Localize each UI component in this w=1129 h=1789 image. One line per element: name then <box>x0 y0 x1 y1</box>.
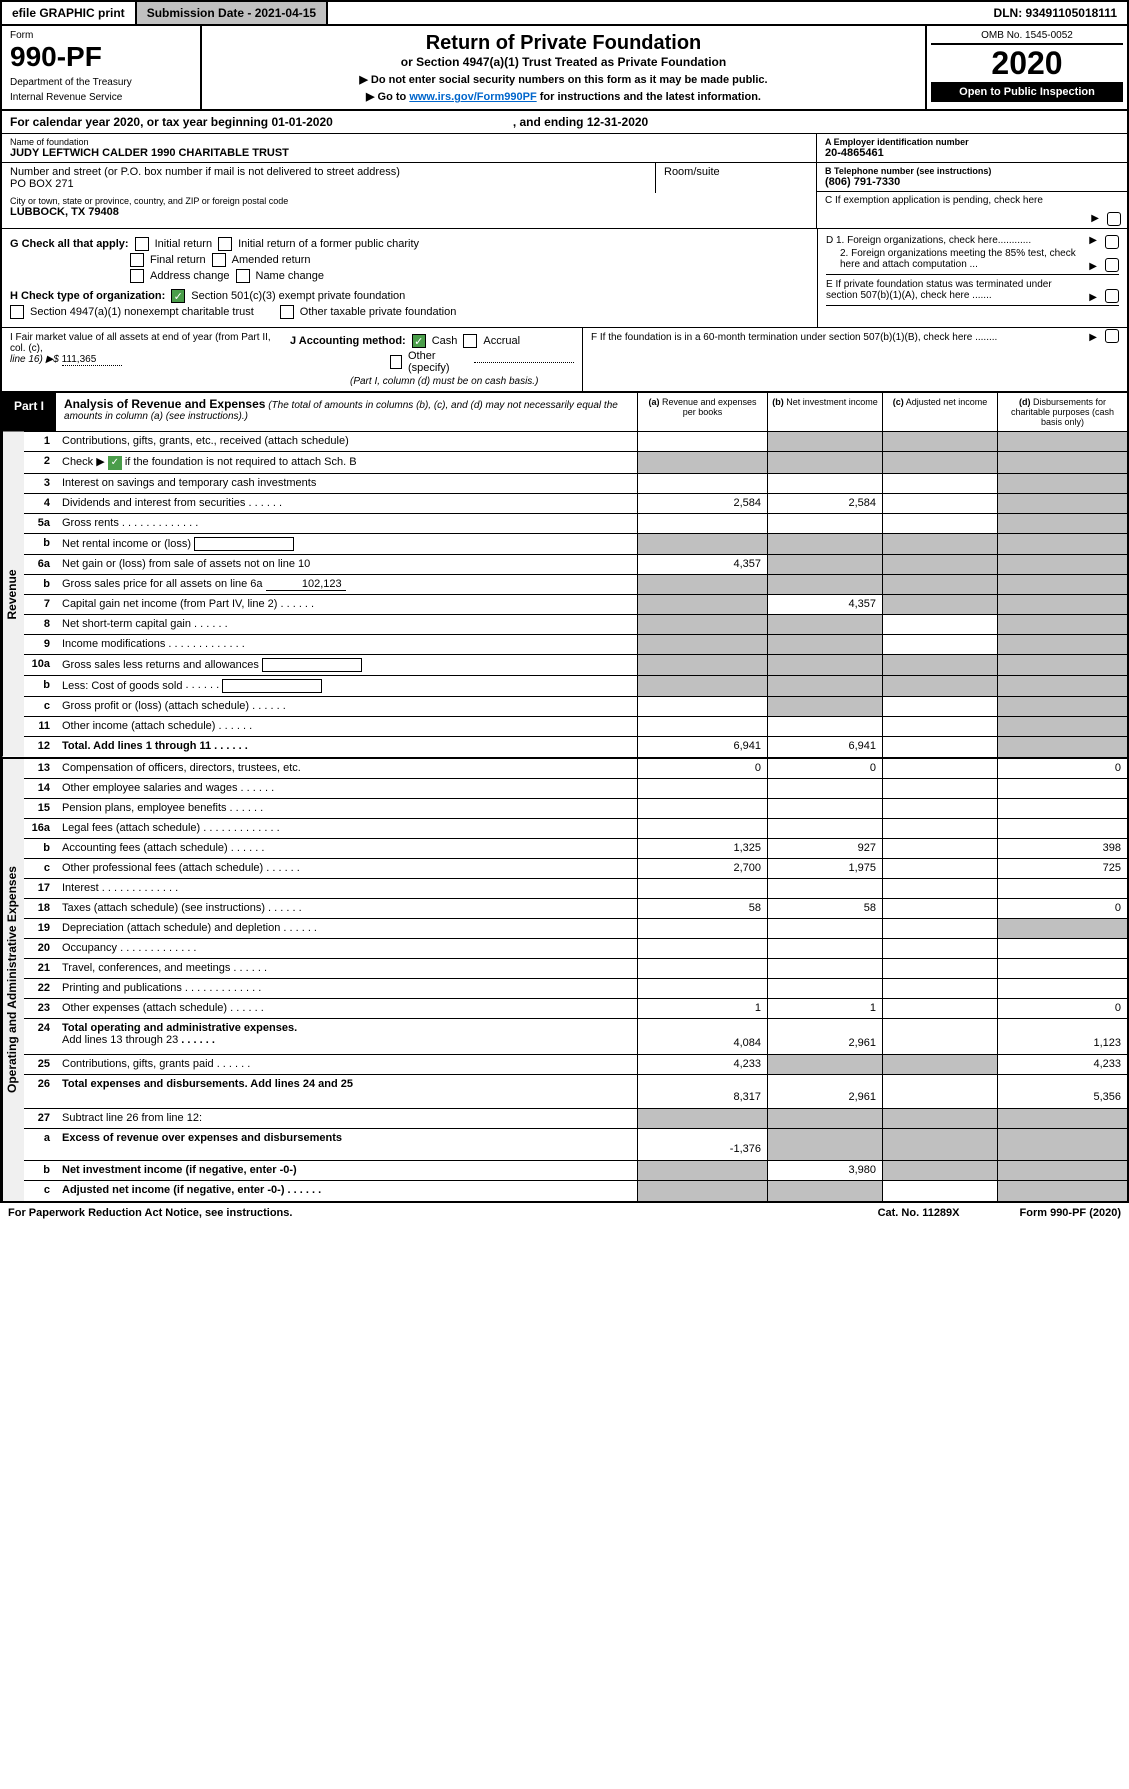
room-label: Room/suite <box>664 166 808 178</box>
expenses-table: Operating and Administrative Expenses 13… <box>0 759 1129 1203</box>
address-change-checkbox[interactable] <box>130 269 144 283</box>
d1-label: D 1. Foreign organizations, check here..… <box>826 235 1031 246</box>
form-header: Form 990-PF Department of the Treasury I… <box>0 26 1129 111</box>
omb-number: OMB No. 1545-0052 <box>931 30 1123 45</box>
entity-info: Name of foundation JUDY LEFTWICH CALDER … <box>0 134 1129 229</box>
expenses-vlabel: Operating and Administrative Expenses <box>2 759 24 1201</box>
e-checkbox[interactable] <box>1105 289 1119 303</box>
c-checkbox[interactable] <box>1107 212 1121 226</box>
form-note-2: ▶ Go to www.irs.gov/Form990PF for instru… <box>208 90 919 103</box>
open-public: Open to Public Inspection <box>931 82 1123 102</box>
f-checkbox[interactable] <box>1105 329 1119 343</box>
fmv-value: 111,365 <box>62 354 122 366</box>
ein: 20-4865461 <box>825 147 1119 159</box>
accrual-checkbox[interactable] <box>463 334 477 348</box>
final-return-checkbox[interactable] <box>130 253 144 267</box>
j-label: J Accounting method: <box>290 335 406 347</box>
topbar: efile GRAPHIC print Submission Date - 20… <box>0 0 1129 26</box>
part1-title: Analysis of Revenue and Expenses <box>64 397 265 411</box>
c-exemption-label: C If exemption application is pending, c… <box>825 195 1043 206</box>
other-taxable-checkbox[interactable] <box>280 305 294 319</box>
cat-no: Cat. No. 11289X <box>878 1207 960 1219</box>
section-g-h: G Check all that apply: Initial return I… <box>0 229 1129 328</box>
name-change-checkbox[interactable] <box>236 269 250 283</box>
gross-sales-box[interactable] <box>262 658 362 672</box>
efile-button[interactable]: efile GRAPHIC print <box>2 2 137 24</box>
i-label: I Fair market value of all assets at end… <box>10 332 271 354</box>
ein-label: A Employer identification number <box>825 137 1119 147</box>
e-label: E If private foundation status was termi… <box>826 279 1052 301</box>
other-method-checkbox[interactable] <box>390 355 402 369</box>
tax-year: 2020 <box>931 45 1123 82</box>
form-label: Form <box>10 30 192 41</box>
revenue-vlabel: Revenue <box>2 432 24 757</box>
foundation-name: JUDY LEFTWICH CALDER 1990 CHARITABLE TRU… <box>10 147 808 159</box>
form-number: 990-PF <box>10 41 192 73</box>
d1-checkbox[interactable] <box>1105 235 1119 249</box>
d2-checkbox[interactable] <box>1105 258 1119 272</box>
form990pf-link[interactable]: www.irs.gov/Form990PF <box>409 91 536 103</box>
calendar-year-row: For calendar year 2020, or tax year begi… <box>0 111 1129 134</box>
g-label: G Check all that apply: <box>10 238 129 250</box>
amended-return-checkbox[interactable] <box>212 253 226 267</box>
501c3-checkbox[interactable]: ✓ <box>171 289 185 303</box>
j-note: (Part I, column (d) must be on cash basi… <box>350 376 574 387</box>
addr-label: Number and street (or P.O. box number if… <box>10 166 647 178</box>
form-title: Return of Private Foundation <box>208 32 919 55</box>
part1-header: Part I Analysis of Revenue and Expenses … <box>0 393 1129 432</box>
dept-treasury: Department of the Treasury <box>10 77 192 88</box>
form-note-1: ▶ Do not enter social security numbers o… <box>208 73 919 86</box>
gross-sales-value: 102,123 <box>266 578 346 591</box>
part1-label: Part I <box>2 393 56 431</box>
city-label: City or town, state or province, country… <box>10 196 808 206</box>
f-label: F If the foundation is in a 60-month ter… <box>591 332 997 343</box>
cash-checkbox[interactable]: ✓ <box>412 334 426 348</box>
footer: For Paperwork Reduction Act Notice, see … <box>0 1203 1129 1223</box>
phone: (806) 791-7330 <box>825 176 1119 188</box>
section-i-j-f: I Fair market value of all assets at end… <box>0 328 1129 393</box>
submission-date: Submission Date - 2021-04-15 <box>137 2 328 24</box>
initial-former-checkbox[interactable] <box>218 237 232 251</box>
h-label: H Check type of organization: <box>10 290 165 302</box>
form-footer: Form 990-PF (2020) <box>1020 1207 1121 1219</box>
dept-irs: Internal Revenue Service <box>10 92 192 103</box>
dln: DLN: 93491105018111 <box>984 2 1127 24</box>
form-subtitle: or Section 4947(a)(1) Trust Treated as P… <box>208 55 919 69</box>
schB-checkbox[interactable]: ✓ <box>108 456 122 470</box>
name-label: Name of foundation <box>10 137 808 147</box>
phone-label: B Telephone number (see instructions) <box>825 166 1119 176</box>
cogs-box[interactable] <box>222 679 322 693</box>
paperwork-notice: For Paperwork Reduction Act Notice, see … <box>8 1207 292 1219</box>
address: PO BOX 271 <box>10 178 647 190</box>
initial-return-checkbox[interactable] <box>135 237 149 251</box>
d2-label: 2. Foreign organizations meeting the 85%… <box>840 248 1076 270</box>
rental-income-box[interactable] <box>194 537 294 551</box>
revenue-table: Revenue 1Contributions, gifts, grants, e… <box>0 432 1129 759</box>
4947-checkbox[interactable] <box>10 305 24 319</box>
city-state-zip: LUBBOCK, TX 79408 <box>10 206 808 218</box>
